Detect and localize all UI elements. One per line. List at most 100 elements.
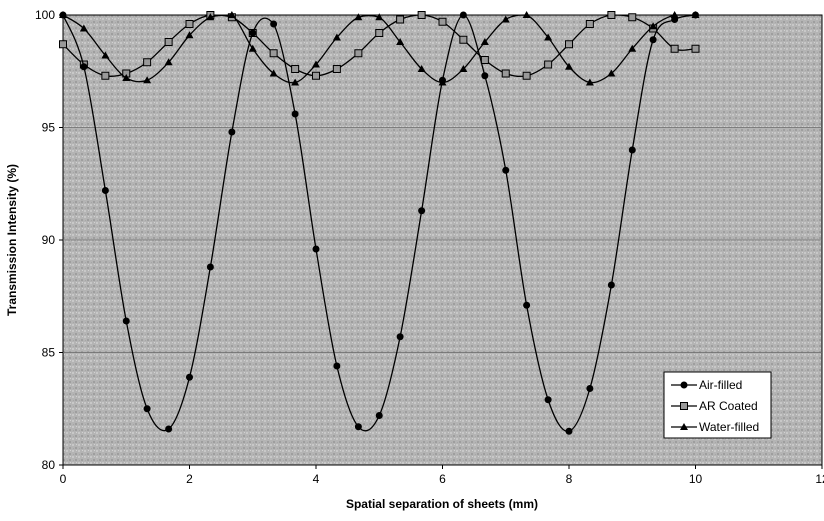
data-point-water-filled xyxy=(122,74,131,81)
data-point-water-filled xyxy=(248,44,257,52)
data-point-air-filled xyxy=(692,11,699,19)
data-point-ar-coated xyxy=(585,20,594,28)
data-point-air-filled xyxy=(481,72,489,80)
data-point-water-filled xyxy=(628,44,637,52)
data-point-water-filled xyxy=(354,13,363,21)
data-point-air-filled xyxy=(375,412,383,419)
legend-marker-water xyxy=(680,423,688,430)
data-point-ar-coated xyxy=(438,17,447,26)
data-point-water-filled xyxy=(312,60,320,68)
data-point-water-filled xyxy=(459,65,468,72)
data-point-air-filled xyxy=(354,423,362,431)
data-point-water-filled xyxy=(480,38,489,45)
data-point-air-filled xyxy=(502,166,510,174)
data-point-water-filled xyxy=(585,78,594,86)
legend-marker-air xyxy=(680,381,688,389)
data-point-air-filled xyxy=(101,187,109,194)
data-point-water-filled xyxy=(291,78,300,86)
data-point-air-filled xyxy=(544,396,552,404)
y-tick-label: 90 xyxy=(42,233,56,247)
data-point-air-filled xyxy=(439,76,446,84)
data-point-ar-coated xyxy=(628,13,637,22)
data-point-water-filled xyxy=(101,51,110,59)
x-tick-label: 8 xyxy=(566,472,573,486)
data-point-ar-coated xyxy=(459,35,468,44)
data-point-ar-coated xyxy=(269,49,278,58)
data-point-air-filled xyxy=(206,263,214,271)
data-point-air-filled xyxy=(523,301,531,309)
data-point-ar-coated xyxy=(670,44,679,53)
data-point-water-filled xyxy=(164,58,173,66)
data-point-ar-coated xyxy=(522,71,531,80)
data-point-ar-coated xyxy=(501,69,510,78)
data-point-air-filled xyxy=(122,317,130,325)
legend-label-water: Water-filled xyxy=(699,420,759,434)
data-point-ar-coated xyxy=(607,11,616,19)
data-point-air-filled xyxy=(565,427,573,435)
data-point-air-filled xyxy=(649,36,657,44)
data-point-air-filled xyxy=(228,128,236,136)
y-tick-label: 80 xyxy=(42,458,56,472)
data-point-water-filled xyxy=(143,76,152,84)
data-point-water-filled xyxy=(544,33,553,41)
data-point-water-filled xyxy=(565,62,573,70)
data-point-air-filled xyxy=(459,11,467,19)
y-tick-label: 85 xyxy=(42,346,56,360)
series-layer xyxy=(59,11,700,435)
data-point-ar-coated xyxy=(312,71,320,80)
data-point-air-filled xyxy=(333,362,341,370)
y-tick-label: 100 xyxy=(35,8,55,22)
x-axis-label: Spatial separation of sheets (mm) xyxy=(346,497,538,511)
data-point-water-filled xyxy=(206,13,215,21)
data-point-water-filled xyxy=(670,11,679,18)
data-point-air-filled xyxy=(165,425,173,433)
data-point-air-filled xyxy=(59,11,67,19)
data-point-air-filled xyxy=(80,63,88,71)
data-point-ar-coated xyxy=(691,44,700,53)
data-point-air-filled xyxy=(396,333,404,341)
data-point-ar-coated xyxy=(185,20,194,28)
data-point-ar-coated xyxy=(291,65,300,73)
data-point-air-filled xyxy=(143,405,151,413)
x-tick-label: 10 xyxy=(689,472,703,486)
data-point-water-filled xyxy=(375,13,384,21)
data-point-water-filled xyxy=(79,24,88,32)
data-point-water-filled xyxy=(396,38,405,45)
legend-label-ar: AR Coated xyxy=(699,399,758,413)
data-point-air-filled xyxy=(586,385,594,392)
data-point-ar-coated xyxy=(101,71,110,80)
x-tick-label: 6 xyxy=(439,472,446,486)
data-point-ar-coated xyxy=(143,58,152,67)
data-point-air-filled xyxy=(186,373,193,381)
axes: 80 85 90 95 100 0 2 4 6 8 10 12 xyxy=(35,8,824,486)
data-point-water-filled xyxy=(269,69,278,77)
data-point-air-filled xyxy=(312,245,320,253)
data-point-ar-coated xyxy=(59,40,67,49)
data-point-water-filled xyxy=(649,22,658,30)
data-point-water-filled xyxy=(607,69,616,77)
data-point-air-filled xyxy=(291,110,299,118)
data-point-water-filled xyxy=(227,11,236,18)
data-point-ar-coated xyxy=(544,60,553,69)
data-point-ar-coated xyxy=(164,38,173,46)
data-point-air-filled xyxy=(671,16,679,23)
data-point-air-filled xyxy=(270,20,278,28)
data-point-air-filled xyxy=(607,281,615,289)
data-point-ar-coated xyxy=(396,15,405,24)
data-point-water-filled xyxy=(417,65,426,72)
x-tick-label: 4 xyxy=(313,472,320,486)
legend-marker-ar xyxy=(680,402,688,410)
x-tick-label: 0 xyxy=(60,472,67,486)
legend: Air-filled AR Coated Water-filled xyxy=(663,371,772,439)
data-point-air-filled xyxy=(249,29,257,37)
data-point-ar-coated xyxy=(332,65,341,73)
grid-lines xyxy=(63,127,822,353)
data-point-ar-coated xyxy=(480,56,489,64)
data-point-water-filled xyxy=(332,33,341,41)
data-point-ar-coated xyxy=(354,49,363,58)
x-tick-label: 2 xyxy=(186,472,193,486)
x-tick-label: 12 xyxy=(815,472,824,486)
data-point-ar-coated xyxy=(417,11,426,19)
data-point-water-filled xyxy=(185,31,194,39)
